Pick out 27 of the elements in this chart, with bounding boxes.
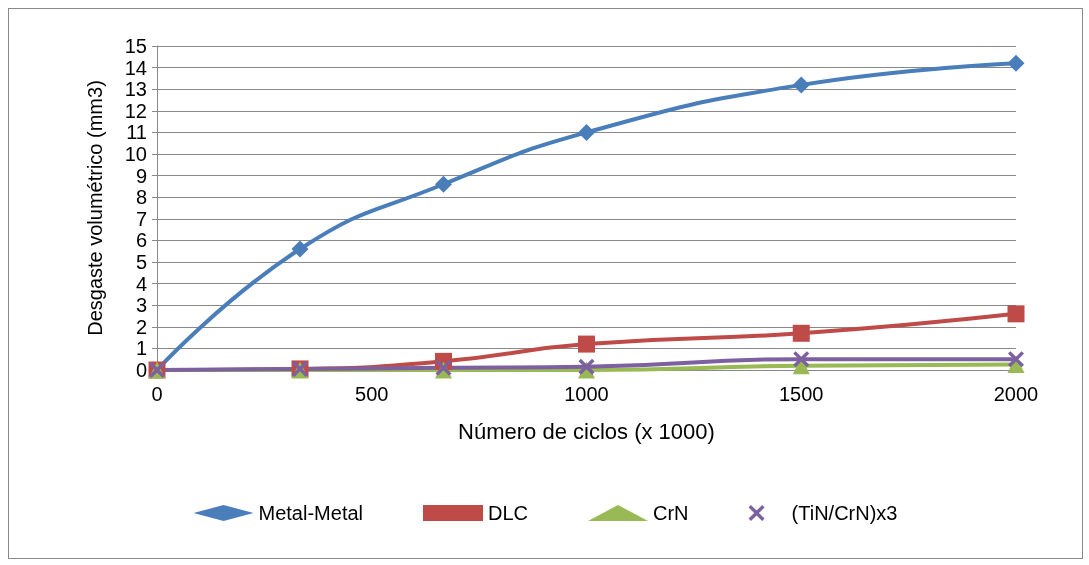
legend-label: Metal-Metal [258, 502, 364, 524]
x-tick-label: 2000 [993, 383, 1039, 405]
y-tick-label: 3 [135, 294, 147, 317]
y-tick-label: 13 [124, 78, 147, 101]
y-tick-label: 2 [135, 315, 147, 338]
y-axis-title: Desgaste volumétrico (mm3) [84, 80, 106, 336]
x-tick-label: 500 [355, 383, 389, 405]
y-tick-label: 15 [124, 35, 147, 57]
x-axis-title: Número de ciclos (x 1000) [458, 418, 715, 444]
legend-label: (TiN/CrN)x3 [791, 502, 898, 524]
legend-label: DLC [488, 502, 529, 524]
y-tick-label: 9 [135, 164, 147, 187]
y-tick-label: 7 [135, 207, 147, 230]
y-tick-label: 1 [135, 337, 147, 360]
y-tick-label: 8 [135, 186, 147, 209]
y-tick-label: 12 [124, 99, 147, 122]
y-tick-label: 4 [135, 272, 147, 295]
y-tick-label: 10 [124, 143, 147, 165]
y-tick-label: 5 [135, 251, 147, 273]
y-tick-label: 6 [135, 229, 147, 252]
legend-label: CrN [653, 502, 689, 524]
x-tick-label: 1000 [564, 383, 609, 405]
x-tick-label: 0 [151, 383, 163, 405]
y-tick-label: 14 [124, 56, 147, 79]
y-tick-label: 0 [135, 359, 147, 381]
x-tick-label: 1500 [779, 383, 824, 405]
y-tick-label: 11 [126, 121, 147, 144]
